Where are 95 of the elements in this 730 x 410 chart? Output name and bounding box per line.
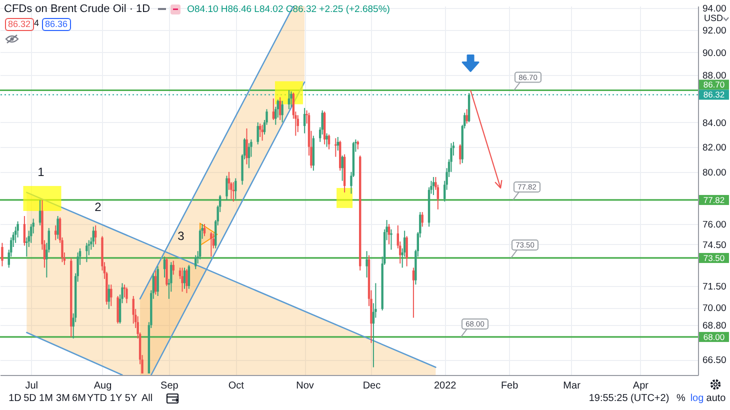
text: 1D (8, 393, 22, 405)
text: 6M (72, 393, 86, 405)
candlestick (288, 90, 290, 110)
text: 19:55:25 (UTC+2) (588, 393, 670, 405)
price-tag: 86.70 (699, 80, 729, 90)
ref-line-label: 86.70 (703, 80, 725, 90)
text: log (690, 393, 704, 405)
text: YTD (87, 393, 107, 405)
price-tag: 77.82 (699, 194, 729, 205)
candlestick (210, 232, 212, 258)
y-tick-label: 80.00 (702, 167, 726, 178)
y-tick-label: 94.00 (702, 4, 726, 15)
candlestick (366, 250, 368, 278)
candlestick (92, 226, 94, 248)
candlestick (388, 224, 390, 245)
ref-line-label: 86.32 (703, 90, 725, 100)
candlestick (432, 176, 435, 196)
candlestick (56, 216, 59, 240)
y-tick-label: 88.00 (702, 70, 726, 82)
text: 1M (39, 393, 53, 405)
candlestick (54, 224, 57, 241)
candlestick (326, 132, 328, 148)
candlestick (412, 267, 415, 318)
candlestick (272, 98, 275, 120)
text: 5Y (124, 393, 138, 405)
candlestick (1, 242, 4, 267)
candlestick (38, 200, 42, 226)
y-tick-label: 71.50 (702, 281, 726, 292)
text: All (141, 393, 153, 405)
ref-line-label: 68.00 (703, 332, 725, 342)
candlestick (132, 295, 134, 324)
annotation: 86.36 (42, 18, 71, 31)
text: 3M (56, 393, 70, 405)
candlestick (86, 242, 88, 263)
candlestick (261, 124, 264, 142)
candlestick (246, 128, 248, 165)
candlestick (406, 236, 408, 267)
candlestick (256, 122, 259, 145)
candlestick (226, 175, 228, 201)
candlestick (156, 266, 159, 296)
x-tick-label: Jul (25, 380, 38, 392)
text: 1Y (110, 393, 122, 405)
candlestick (183, 267, 186, 290)
y-tick-label: 92.00 (702, 26, 726, 36)
text: % (676, 393, 686, 405)
x-tick-label: Dec (362, 380, 381, 392)
candlestick (126, 286, 128, 304)
chart-title: CFDs on Brent Crude Oil · 1D (4, 3, 150, 15)
ref-line-label: 73.50 (703, 252, 725, 263)
ref-line-label: 77.82 (703, 194, 725, 205)
annotation: 2 (94, 200, 102, 214)
candlestick (459, 144, 462, 165)
annotation: 86.32 (5, 18, 34, 31)
annotation: 4 (34, 17, 40, 30)
x-tick-label: Mar (563, 380, 582, 392)
y-tick-label: 74.50 (702, 240, 726, 251)
x-tick-label: Aug (94, 380, 112, 392)
candlestick (341, 155, 344, 182)
annotation: 3 (178, 229, 184, 243)
y-tick-label: 70.00 (702, 303, 726, 314)
y-tick-label: 76.00 (702, 220, 726, 231)
candlestick (334, 138, 337, 158)
x-tick-label: Sep (160, 380, 179, 392)
y-tick-label: 68.80 (702, 320, 726, 332)
price-tag: 68.00 (699, 332, 729, 342)
candlestick (23, 216, 26, 246)
candlestick (303, 107, 306, 134)
candlestick (181, 267, 184, 292)
x-tick-label: Apr (632, 380, 650, 392)
y-axis-title: USD (704, 13, 724, 23)
candlestick (466, 108, 468, 124)
candlestick (186, 268, 188, 294)
x-tick-label: Feb (500, 380, 519, 392)
y-tick-label: 82.00 (702, 142, 726, 154)
x-tick-label: 2022 (434, 380, 457, 392)
candlestick (290, 90, 292, 108)
candlestick (188, 264, 190, 290)
annotation: 1 (38, 165, 44, 179)
candlestick (203, 224, 206, 237)
y-tick-label: 84.00 (702, 118, 726, 129)
candlestick (172, 260, 174, 276)
candlestick (194, 254, 197, 270)
candlestick (390, 228, 392, 250)
x-tick-label: Nov (296, 380, 314, 392)
y-tick-label: 90.00 (702, 48, 726, 59)
text: auto (706, 393, 726, 405)
y-tick-label: 66.50 (702, 355, 726, 366)
price-tag: 73.50 (699, 252, 729, 263)
text: 5D (24, 393, 36, 405)
candlestick (94, 224, 97, 245)
candlestick (281, 100, 284, 123)
price-tag: 86.32 (699, 90, 729, 100)
candlestick (154, 270, 157, 296)
x-tick-label: Oct (228, 380, 244, 392)
candlestick (421, 212, 424, 228)
